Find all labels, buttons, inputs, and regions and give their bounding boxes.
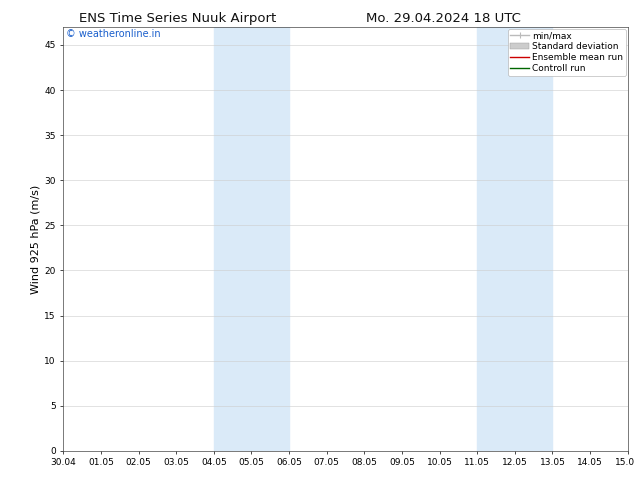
Text: ENS Time Series Nuuk Airport: ENS Time Series Nuuk Airport [79,12,276,25]
Bar [477,27,552,451]
Text: © weatheronline.in: © weatheronline.in [66,29,161,39]
Bar [214,27,289,451]
Legend: min/max, Standard deviation, Ensemble mean run, Controll run: min/max, Standard deviation, Ensemble me… [508,29,626,75]
Text: Mo. 29.04.2024 18 UTC: Mo. 29.04.2024 18 UTC [366,12,521,25]
Y-axis label: Wind 925 hPa (m/s): Wind 925 hPa (m/s) [30,184,40,294]
